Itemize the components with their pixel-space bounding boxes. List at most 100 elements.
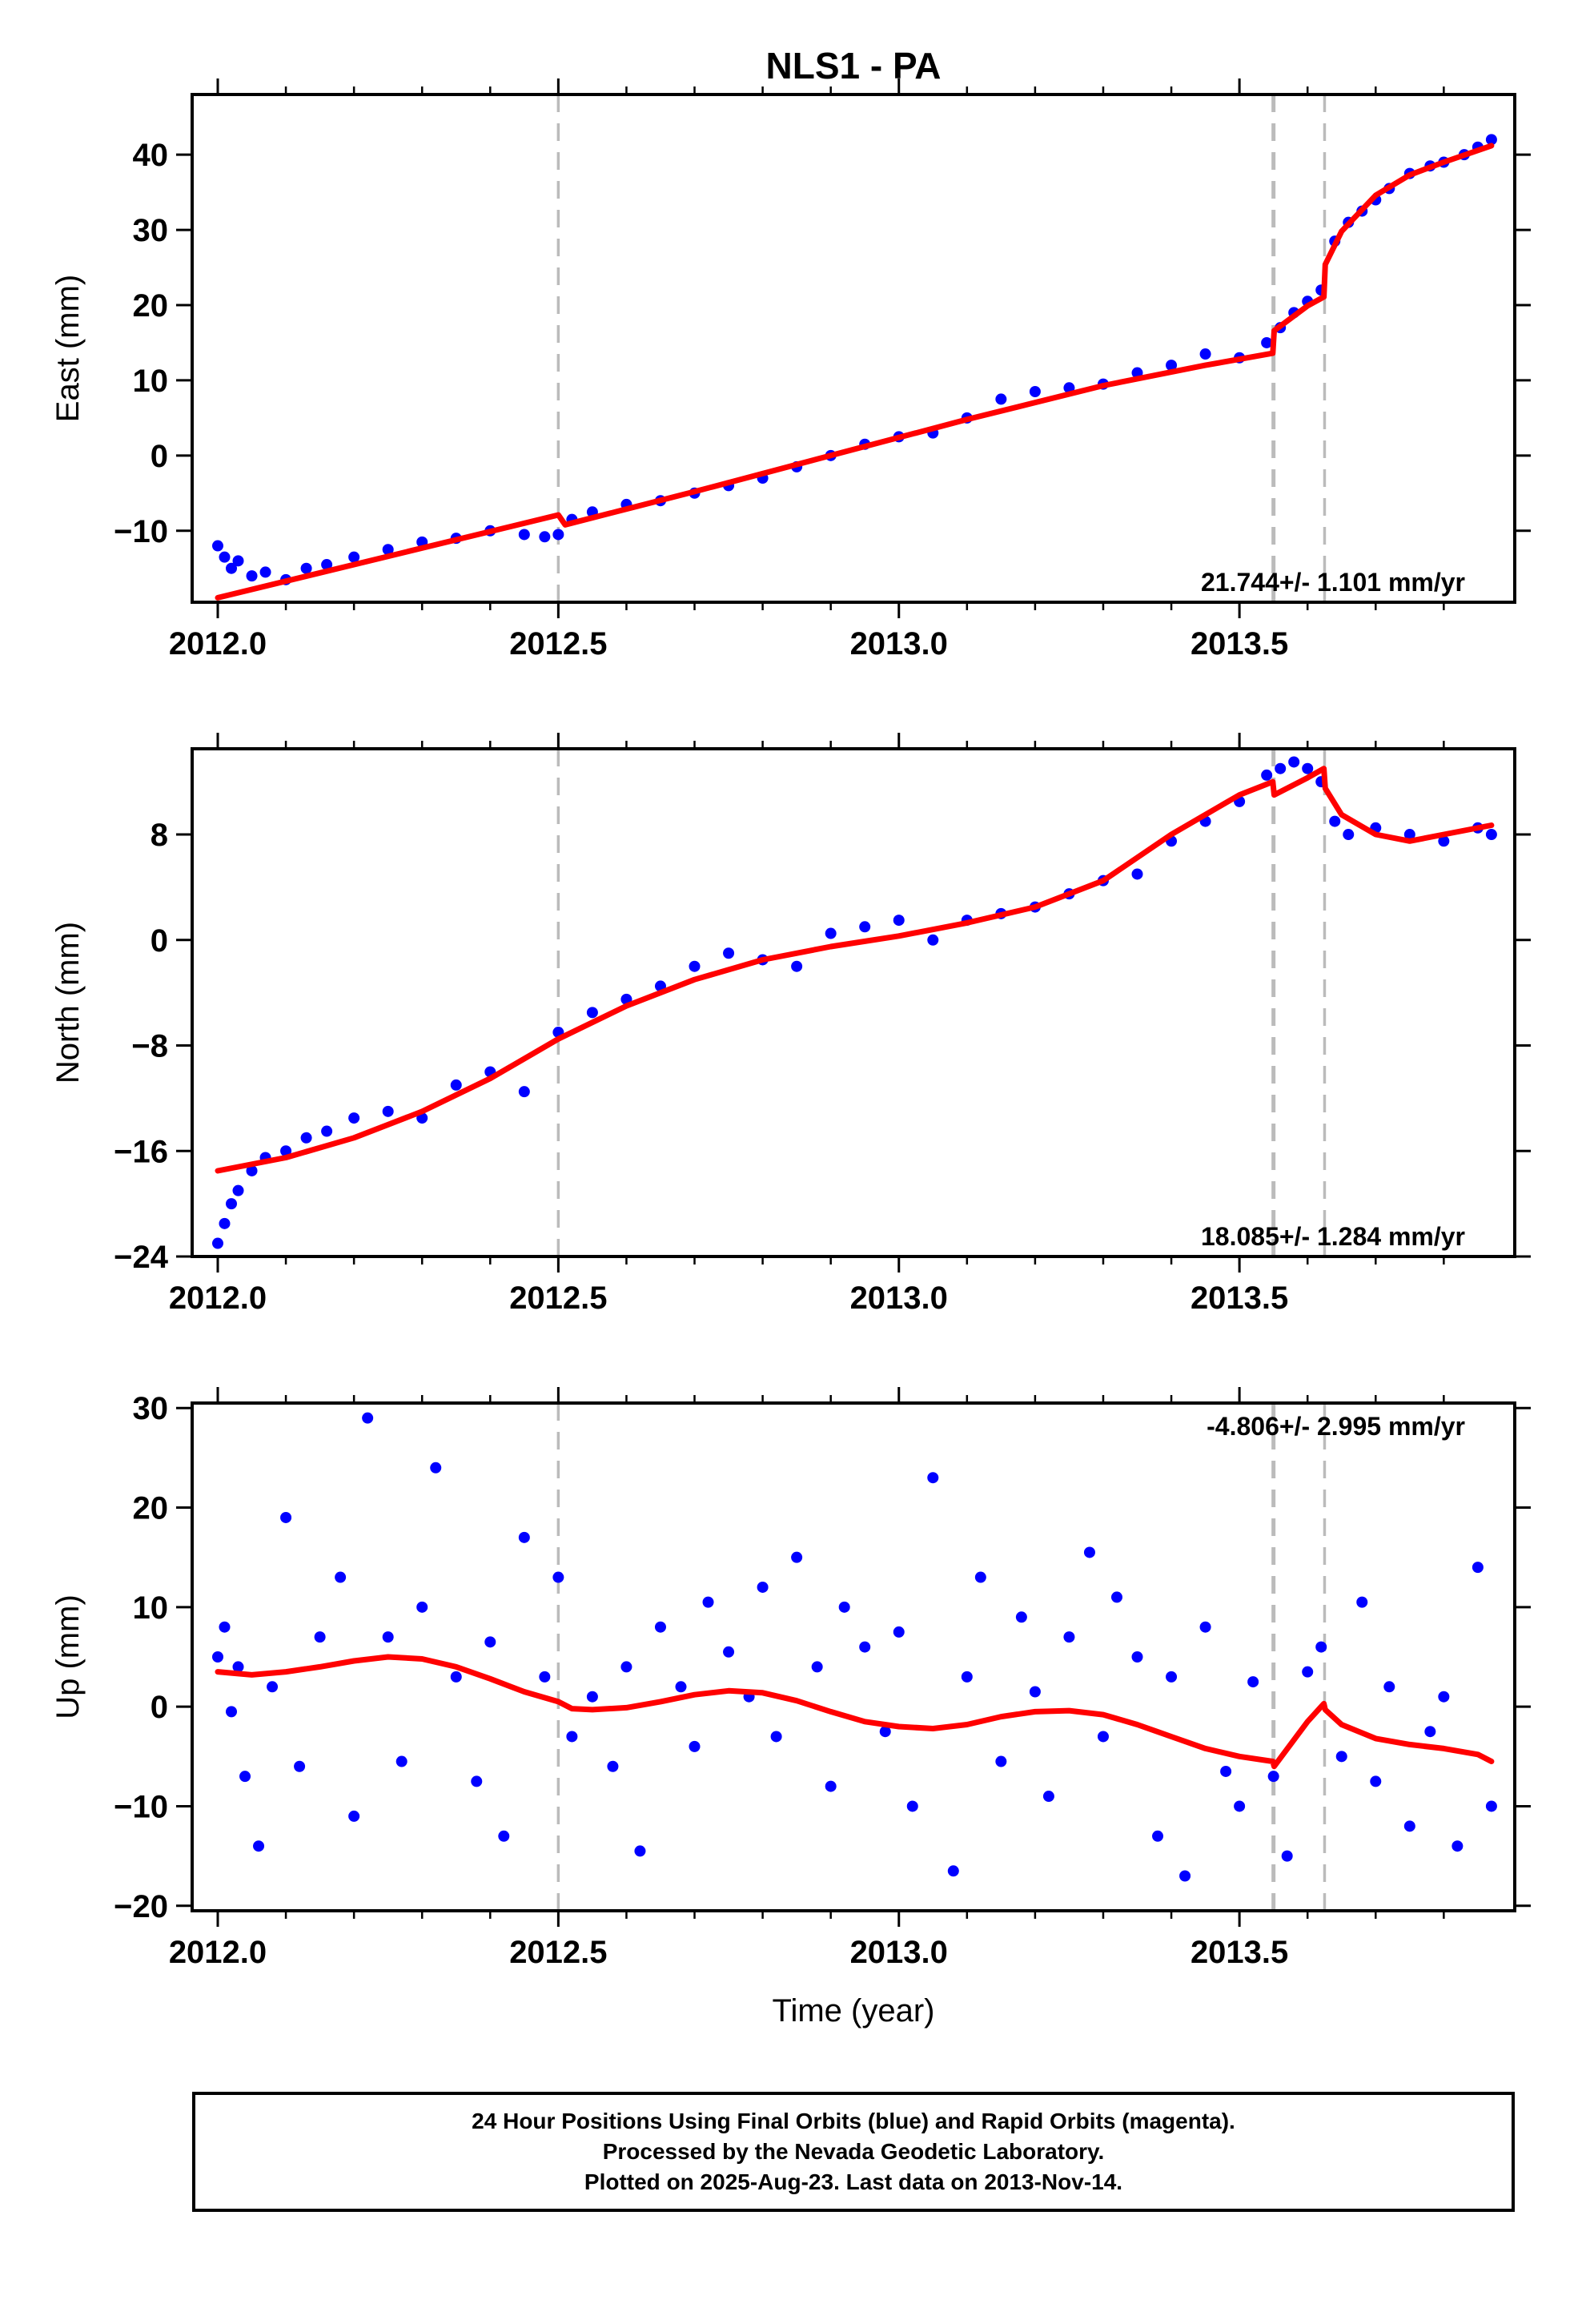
data-point (239, 1771, 251, 1783)
y-tick-label: 0 (151, 1690, 168, 1725)
data-point (484, 1636, 496, 1648)
data-point (893, 1626, 905, 1638)
data-point (321, 559, 333, 571)
east-panel: 2012.0 2012.5 2013.0 2013.5 −10 0 10 20 30 40 East… (50, 78, 1531, 661)
up-panel: 2012.0 2012.5 2013.0 2013.5 −20 −10 0 10 20 30 Up … (50, 1387, 1531, 2028)
data-point (1097, 1731, 1109, 1743)
data-point (211, 1237, 223, 1249)
data-point (1063, 1631, 1075, 1643)
x-tick-label: 2012.0 (169, 1935, 267, 1970)
data-point (893, 915, 905, 927)
rate-annotation: -4.806+/- 2.995 mm/yr (1207, 1412, 1465, 1441)
data-point (1315, 1641, 1327, 1653)
y-axis-label: Up (mm) (50, 1594, 86, 1719)
data-point (211, 1651, 223, 1663)
data-point (974, 1571, 986, 1583)
data-point (1383, 1681, 1395, 1693)
data-point (1267, 1771, 1279, 1783)
data-point (219, 1621, 231, 1633)
data-point (382, 544, 394, 556)
data-point (1131, 1651, 1143, 1663)
y-tick-label: 40 (133, 138, 169, 173)
data-point (927, 1472, 939, 1484)
data-point (253, 1840, 265, 1852)
x-tick-label: 2013.0 (850, 626, 948, 661)
y-tick-label: −20 (114, 1889, 168, 1924)
data-point (1485, 1800, 1497, 1812)
data-point (1015, 1611, 1027, 1623)
data-points (211, 1412, 1497, 1882)
data-point (1335, 1751, 1347, 1763)
data-point (995, 393, 1007, 405)
data-point (1199, 1621, 1211, 1633)
data-point (947, 1865, 959, 1877)
y-tick-label: 20 (133, 288, 169, 324)
data-point (539, 531, 551, 543)
y-tick-label: 30 (133, 1391, 169, 1426)
data-point (1438, 835, 1450, 847)
data-point (1485, 829, 1497, 841)
x-tick-label: 2012.0 (169, 1281, 267, 1316)
data-point (300, 562, 312, 574)
north-panel: 2012.0 2012.5 2013.0 2013.5 −24 −16 −8 0 8 North … (50, 733, 1531, 1316)
data-point (825, 1780, 837, 1792)
data-point (226, 1706, 238, 1718)
footer-line-2: Processed by the Nevada Geodetic Laborat… (602, 2139, 1105, 2164)
data-point (518, 529, 530, 541)
data-point (294, 1760, 306, 1772)
data-point (1288, 756, 1300, 768)
data-point (348, 551, 360, 563)
data-point (232, 1184, 244, 1196)
data-point (1472, 1562, 1484, 1574)
footer-line-1: 24 Hour Positions Using Final Orbits (bl… (472, 2109, 1235, 2133)
y-tick-label: −10 (114, 514, 168, 549)
x-tick-label: 2012.5 (509, 1281, 607, 1316)
data-point (219, 551, 231, 563)
plot-frame (191, 747, 1516, 1258)
data-point (1247, 1676, 1259, 1688)
x-tick-label: 2013.0 (850, 1281, 948, 1316)
data-point (267, 1681, 279, 1693)
y-tick-label: 10 (133, 364, 169, 399)
data-points (211, 756, 1497, 1249)
data-point (416, 1601, 428, 1613)
data-point (1329, 815, 1341, 827)
data-point (825, 927, 837, 939)
x-axis-label: Time (year) (773, 1993, 935, 2028)
data-point (300, 1132, 312, 1144)
data-point (859, 921, 871, 933)
data-point (219, 1217, 231, 1229)
data-point (498, 1830, 510, 1842)
data-point (518, 1531, 530, 1543)
data-point (348, 1810, 360, 1822)
data-point (280, 1145, 292, 1157)
data-point (1485, 134, 1497, 146)
data-point (382, 1631, 394, 1643)
data-point (1452, 1840, 1464, 1852)
footer-caption-box: 24 Hour Positions Using Final Orbits (bl… (192, 2092, 1515, 2212)
model-line (215, 143, 1495, 601)
rate-annotation: 21.744+/- 1.101 mm/yr (1201, 568, 1465, 597)
data-point (232, 555, 244, 567)
data-point (1261, 336, 1273, 348)
data-point (770, 1731, 782, 1743)
data-point (1281, 1850, 1293, 1862)
footer-line-3: Plotted on 2025-Aug-23. Last data on 201… (584, 2169, 1123, 2194)
y-axis-label: North (mm) (50, 922, 86, 1084)
data-point (1029, 386, 1041, 398)
rate-annotation: 18.085+/- 1.284 mm/yr (1201, 1222, 1465, 1251)
data-point (1179, 1870, 1191, 1882)
data-point (1110, 1591, 1122, 1603)
data-point (1042, 1791, 1054, 1803)
y-tick-label: −16 (114, 1134, 168, 1169)
data-point (552, 1571, 564, 1583)
data-point (1356, 1596, 1368, 1608)
y-tick-label: 30 (133, 213, 169, 248)
data-point (859, 1641, 871, 1653)
data-point (1403, 1820, 1415, 1832)
data-point (1131, 868, 1143, 880)
x-tick-label: 2012.0 (169, 626, 267, 661)
data-point (675, 1681, 687, 1693)
x-tick-label: 2013.5 (1191, 1281, 1288, 1316)
